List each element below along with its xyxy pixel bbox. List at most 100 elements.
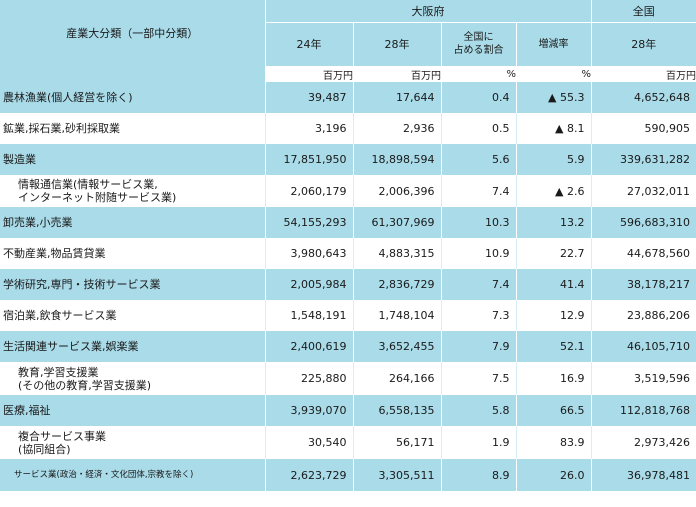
row-label-line: 宿泊業,飲食サービス業 <box>3 309 117 322</box>
value-national: 46,105,710 <box>590 331 696 362</box>
value-growth: 26.0 <box>515 459 591 491</box>
value-growth: 66.5 <box>515 395 591 426</box>
row-label: 生活関連サービス業,娯楽業 <box>0 331 265 362</box>
value-y24: 2,005,984 <box>264 269 353 300</box>
value-y28: 4,883,315 <box>352 238 441 269</box>
value-share: 10.3 <box>440 207 516 238</box>
row-label-line: 生活関連サービス業,娯楽業 <box>3 340 139 353</box>
value-share: 0.5 <box>440 113 516 144</box>
value-y28: 264,166 <box>352 362 441 395</box>
value-national: 590,905 <box>590 113 696 144</box>
national-header: 全国 <box>590 0 696 23</box>
osaka-header: 大阪府 <box>264 0 591 23</box>
table-row: 不動産業,物品賃貸業 3,980,643 4,883,315 10.9 22.7 44,6… <box>0 238 696 269</box>
value-national: 3,519,596 <box>590 362 696 395</box>
table-row: 学術研究,専門・技術サービス業 2,005,984 2,836,729 7.4 41.4… <box>0 269 696 300</box>
share-header: 全国に 占める割合 <box>440 22 516 66</box>
unit-y24: 百万円 <box>265 66 353 82</box>
table-row: 医療,福祉 3,939,070 6,558,135 5.8 66.5 112,818,76… <box>0 395 696 426</box>
statistics-table: 産業大分類（一部中分類） 大阪府 全国 24年 28年 全国に 占める割合 増減… <box>0 0 696 491</box>
value-share: 7.5 <box>440 362 516 395</box>
value-share: 7.4 <box>440 175 516 207</box>
table-row: 複合サービス事業 (協同組合) 30,540 56,171 1.9 83.9 2,973,4… <box>0 426 696 459</box>
row-label-line: 医療,福祉 <box>3 404 51 417</box>
value-y28: 2,006,396 <box>352 175 441 207</box>
value-national: 44,678,560 <box>590 238 696 269</box>
row-label-line: 製造業 <box>3 153 36 166</box>
table-row: 教育,学習支援業 (その他の教育,学習支援業) 225,880 264,166 7.5 1… <box>0 362 696 395</box>
unit-label-cell <box>0 66 265 82</box>
value-growth: ▲ 2.6 <box>515 175 591 207</box>
value-y24: 3,196 <box>264 113 353 144</box>
value-growth: 41.4 <box>515 269 591 300</box>
row-label-line: 不動産業,物品賃貸業 <box>3 247 106 260</box>
value-national: 27,032,011 <box>590 175 696 207</box>
growth-header: 増減率 <box>515 22 591 66</box>
value-share: 7.4 <box>440 269 516 300</box>
value-y28: 6,558,135 <box>352 395 441 426</box>
unit-share: % <box>441 66 516 82</box>
table-row: 製造業 17,851,950 18,898,594 5.6 5.9 339,631,282 <box>0 144 696 175</box>
value-national: 112,818,768 <box>590 395 696 426</box>
value-share: 0.4 <box>440 82 516 113</box>
value-national: 23,886,206 <box>590 300 696 331</box>
table-row: 生活関連サービス業,娯楽業 2,400,619 3,652,455 7.9 52.1 46… <box>0 331 696 362</box>
unit-row: 百万円 百万円 % % 百万円 <box>0 66 696 82</box>
value-national: 4,652,648 <box>590 82 696 113</box>
value-y28: 2,936 <box>352 113 441 144</box>
unit-y28: 百万円 <box>353 66 441 82</box>
value-y28: 17,644 <box>352 82 441 113</box>
row-label: 鉱業,採石業,砂利採取業 <box>0 113 265 144</box>
row-label-line: 卸売業,小売業 <box>3 216 73 229</box>
value-growth: ▲ 8.1 <box>515 113 591 144</box>
unit-growth: % <box>516 66 591 82</box>
value-y24: 30,540 <box>264 426 353 459</box>
row-label: 卸売業,小売業 <box>0 207 265 238</box>
row-label-line: 農林漁業(個人経営を除く) <box>3 91 133 104</box>
row-label: 不動産業,物品賃貸業 <box>0 238 265 269</box>
share-header-line2: 占める割合 <box>453 45 504 57</box>
osaka-y24-header: 24年 <box>264 22 353 66</box>
value-share: 1.9 <box>440 426 516 459</box>
row-label: 農林漁業(個人経営を除く) <box>0 82 265 113</box>
row-label-line: 複合サービス事業 <box>18 429 106 443</box>
value-y24: 2,060,179 <box>264 175 353 207</box>
value-growth: 22.7 <box>515 238 591 269</box>
value-share: 10.9 <box>440 238 516 269</box>
value-share: 5.8 <box>440 395 516 426</box>
value-y28: 3,305,511 <box>352 459 441 491</box>
table-row: サービス業(政治・経済・文化団体,宗教を除く) 2,623,729 3,305,51… <box>0 459 696 491</box>
row-label-line: (協同組合) <box>18 442 71 456</box>
row-label-line: 学術研究,専門・技術サービス業 <box>3 278 161 291</box>
row-label-line: インターネット附随サービス業) <box>18 191 177 204</box>
row-label-line: 教育,学習支援業 <box>18 365 99 379</box>
row-label: 情報通信業(情報サービス業, インターネット附随サービス業) <box>0 175 265 207</box>
value-growth: 13.2 <box>515 207 591 238</box>
value-growth: 83.9 <box>515 426 591 459</box>
category-header: 産業大分類（一部中分類） <box>0 0 265 66</box>
row-label: 製造業 <box>0 144 265 175</box>
value-growth: 5.9 <box>515 144 591 175</box>
table-row: 情報通信業(情報サービス業, インターネット附随サービス業) 2,060,179 2,… <box>0 175 696 207</box>
value-y28: 61,307,969 <box>352 207 441 238</box>
value-share: 8.9 <box>440 459 516 491</box>
row-label: 宿泊業,飲食サービス業 <box>0 300 265 331</box>
value-y28: 56,171 <box>352 426 441 459</box>
table-row: 卸売業,小売業 54,155,293 61,307,969 10.3 13.2 596,6… <box>0 207 696 238</box>
value-y24: 17,851,950 <box>264 144 353 175</box>
value-growth: 52.1 <box>515 331 591 362</box>
value-national: 36,978,481 <box>590 459 696 491</box>
value-national: 339,631,282 <box>590 144 696 175</box>
value-y24: 2,400,619 <box>264 331 353 362</box>
table-row: 鉱業,採石業,砂利採取業 3,196 2,936 0.5 ▲ 8.1 590,905 <box>0 113 696 144</box>
row-label: 学術研究,専門・技術サービス業 <box>0 269 265 300</box>
value-y24: 39,487 <box>264 82 353 113</box>
value-national: 38,178,217 <box>590 269 696 300</box>
value-growth: 16.9 <box>515 362 591 395</box>
row-label: 医療,福祉 <box>0 395 265 426</box>
row-label-line: 情報通信業(情報サービス業, <box>18 178 158 191</box>
value-y24: 225,880 <box>264 362 353 395</box>
value-y24: 3,939,070 <box>264 395 353 426</box>
table-row: 宿泊業,飲食サービス業 1,548,191 1,748,104 7.3 12.9 23,8… <box>0 300 696 331</box>
value-y24: 3,980,643 <box>264 238 353 269</box>
